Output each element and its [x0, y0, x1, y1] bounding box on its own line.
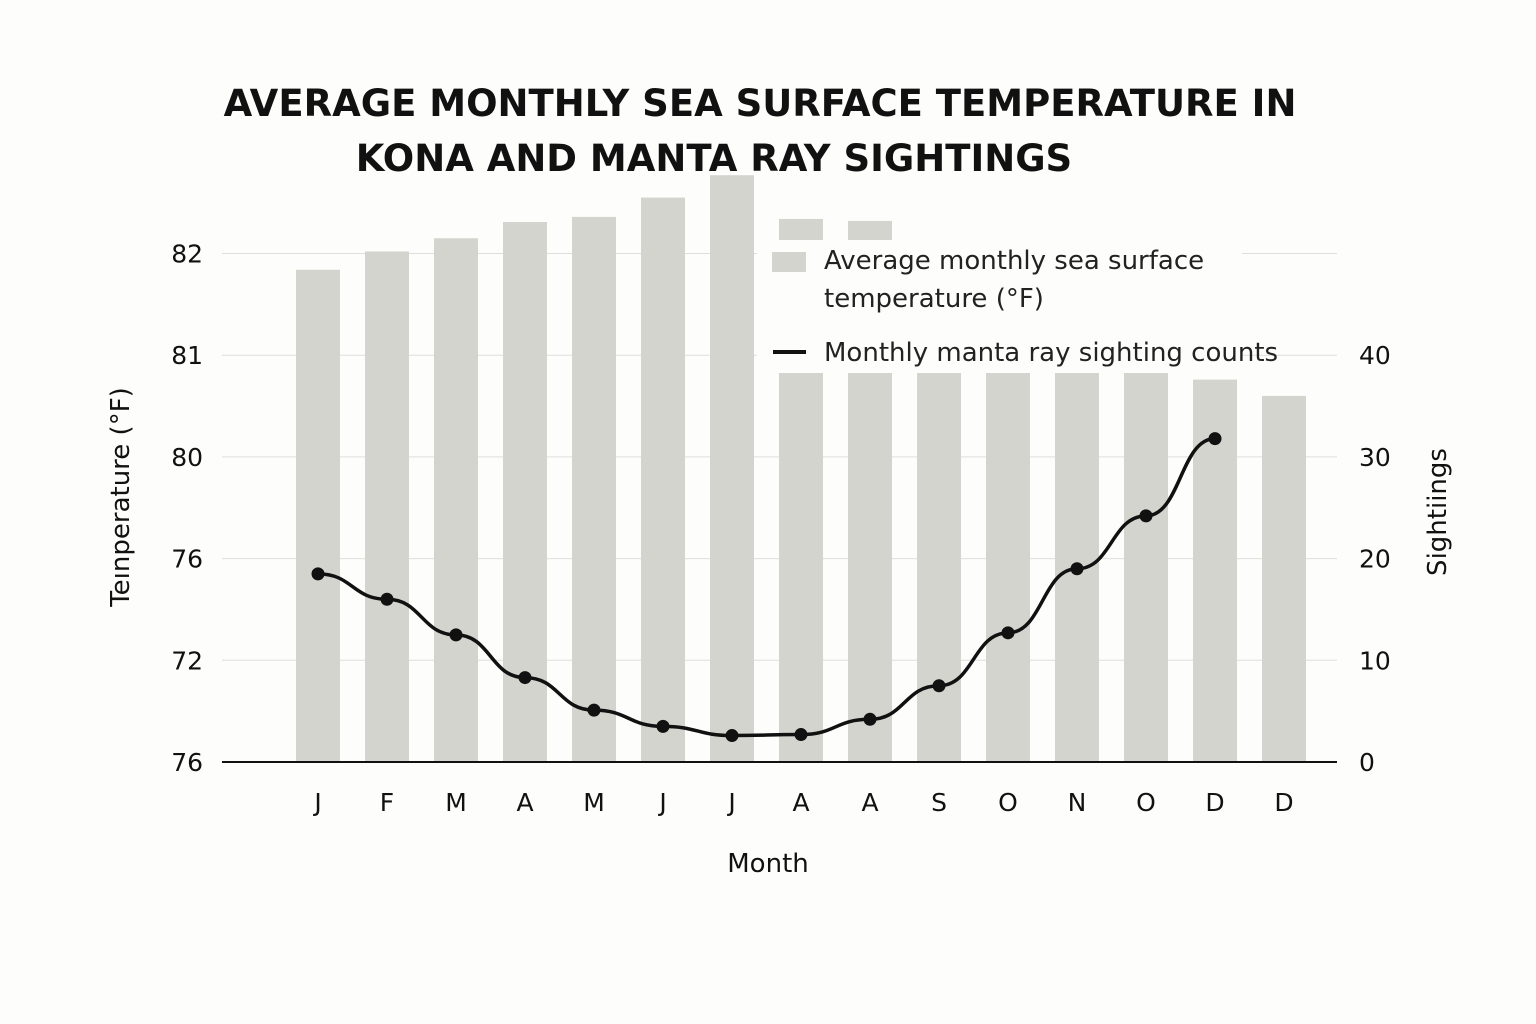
- x-tick-label: J: [657, 788, 666, 817]
- right-tick-label: 0: [1359, 748, 1375, 777]
- x-tick-label: N: [1068, 788, 1087, 817]
- x-tick-label: M: [583, 788, 605, 817]
- left-axis-ticks: 76 72 76 80 81 82: [171, 240, 203, 778]
- x-tick-label: M: [445, 788, 467, 817]
- right-tick-label: 30: [1359, 443, 1391, 472]
- x-tick-label: S: [931, 788, 947, 817]
- sightings-point: [518, 671, 532, 685]
- legend: Average monthly sea surface temperature …: [757, 240, 1278, 373]
- right-tick-label: 40: [1359, 341, 1391, 370]
- left-tick-label: 72: [171, 646, 203, 675]
- legend-line-label: Monthly manta ray sighting counts: [824, 338, 1278, 368]
- temperature-bar: [572, 216, 616, 762]
- temperature-bars: [296, 175, 1306, 763]
- left-tick-label: 81: [171, 341, 203, 370]
- y-axis-title-left: Teınperature (°F): [106, 387, 136, 608]
- sightings-point: [794, 728, 808, 742]
- left-tick-label: 76: [171, 545, 203, 574]
- sightings-point: [1139, 509, 1153, 523]
- temperature-bar: [710, 175, 754, 763]
- temperature-bar: [1262, 395, 1306, 762]
- x-axis-title: Month: [727, 849, 809, 879]
- sightings-point: [1001, 626, 1015, 640]
- temperature-bar: [365, 251, 409, 762]
- right-axis-ticks: 0 10 20 30 40: [1359, 341, 1391, 777]
- temperature-bar: [641, 197, 685, 762]
- x-tick-label: D: [1274, 788, 1293, 817]
- chart-title-line-1: AVERAGE MONTHLY SEA SURFACE TEMPERATURE …: [224, 82, 1297, 125]
- sightings-point: [311, 567, 325, 581]
- legend-background: [757, 240, 1242, 373]
- legend-bar-swatch: [772, 252, 806, 272]
- sightings-point: [656, 719, 670, 733]
- left-tick-label: 80: [171, 443, 203, 472]
- sightings-point: [449, 628, 463, 642]
- sightings-point: [932, 679, 946, 693]
- legend-bar-label-line-1: Average monthly sea surface: [824, 246, 1204, 276]
- right-tick-label: 10: [1359, 646, 1391, 675]
- legend-bar-label-line-2: temperature (°F): [824, 284, 1044, 314]
- x-tick-label: O: [998, 788, 1018, 817]
- x-tick-label: A: [861, 788, 878, 817]
- left-tick-label: 76: [171, 748, 203, 777]
- x-tick-label: J: [726, 788, 735, 817]
- x-tick-label: O: [1136, 788, 1156, 817]
- sightings-line: [311, 432, 1222, 743]
- temperature-bar: [1124, 360, 1168, 762]
- sightings-point: [725, 729, 739, 743]
- x-tick-label: A: [792, 788, 809, 817]
- x-tick-label: D: [1205, 788, 1224, 817]
- temperature-bar: [296, 269, 340, 762]
- x-tick-label: J: [312, 788, 321, 817]
- right-tick-label: 20: [1359, 545, 1391, 574]
- x-tick-label: A: [516, 788, 533, 817]
- temperature-bar: [434, 238, 478, 762]
- left-tick-label: 82: [171, 240, 203, 269]
- sightings-point: [380, 592, 394, 606]
- x-tick-label: F: [380, 788, 394, 817]
- sightings-point: [587, 703, 601, 717]
- chart-title-line-2: KONA AND MANTA RAY SIGHTINGS: [356, 137, 1072, 180]
- sightings-point: [1070, 562, 1084, 576]
- y-axis-title-right: Sightiings: [1423, 448, 1453, 576]
- sightings-point: [863, 712, 877, 726]
- sightings-point: [1208, 432, 1222, 446]
- temperature-bar: [1055, 330, 1099, 762]
